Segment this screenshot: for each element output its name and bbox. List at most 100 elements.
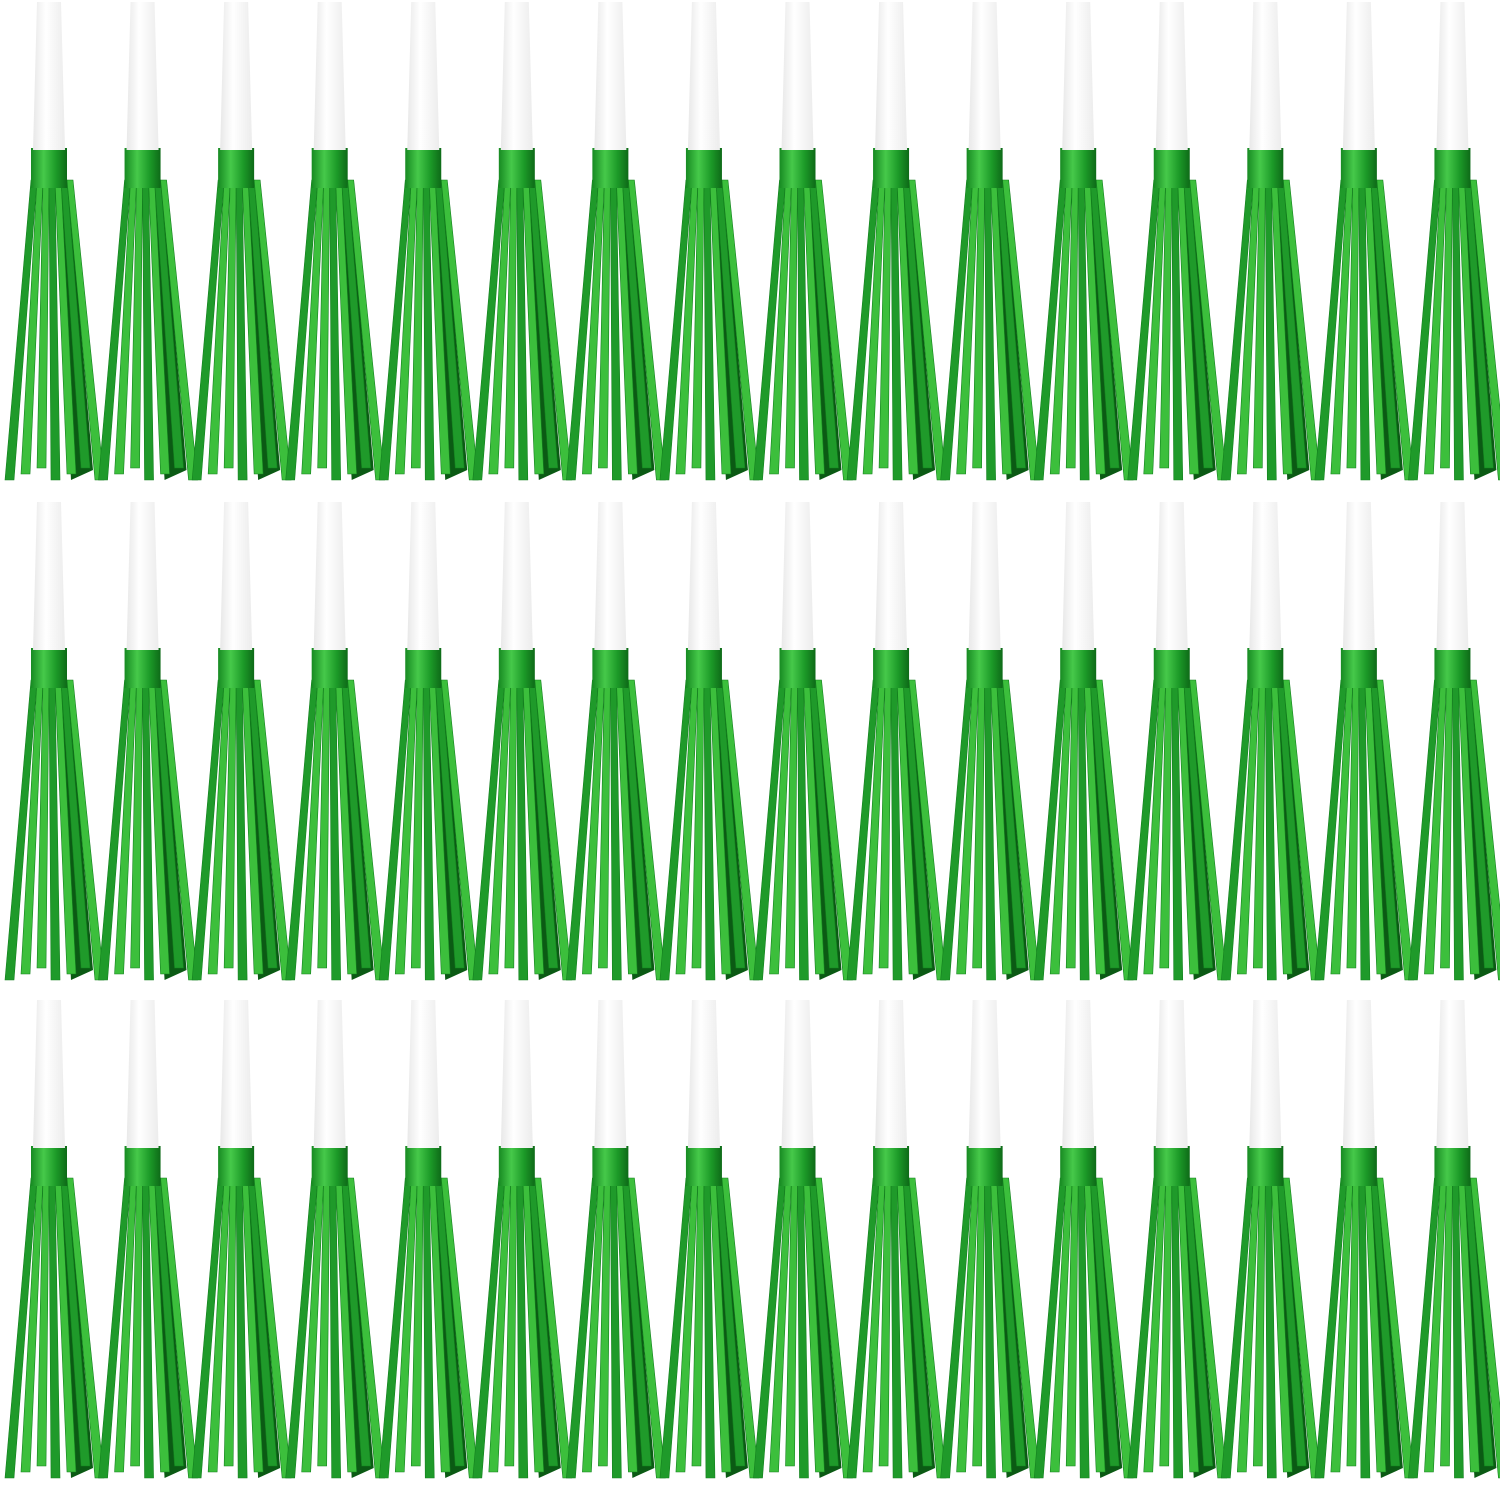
- horn-band: [311, 648, 348, 688]
- horn-band: [779, 148, 816, 188]
- mouthpiece: [1436, 2, 1469, 150]
- party-horn: [191, 502, 292, 981]
- party-horn: [472, 1000, 573, 1479]
- party-horn: [1314, 2, 1415, 481]
- mouthpiece: [1155, 1000, 1188, 1148]
- party-horn: [472, 502, 573, 981]
- mouthpiece: [500, 2, 533, 150]
- party-horn: [1127, 502, 1228, 981]
- mouthpiece: [33, 2, 65, 150]
- horn-band: [311, 1146, 348, 1186]
- horn-band: [1340, 1146, 1377, 1186]
- party-horn: [1220, 502, 1321, 981]
- party-horn: [753, 502, 853, 981]
- mouthpiece: [687, 2, 720, 150]
- party-horn: [378, 1000, 479, 1479]
- mouthpiece: [968, 1000, 1001, 1148]
- horn-band: [124, 148, 161, 188]
- horn-band: [218, 148, 255, 188]
- mouthpiece: [781, 502, 814, 650]
- horn-band: [1247, 148, 1284, 188]
- mouthpiece: [126, 2, 159, 150]
- mouthpiece: [407, 502, 440, 650]
- horn-band: [779, 1146, 816, 1186]
- horn-band: [405, 648, 442, 688]
- mouthpiece: [1062, 502, 1095, 650]
- horn-band: [1153, 148, 1190, 188]
- horn-band: [498, 1146, 535, 1186]
- mouthpiece: [781, 2, 814, 150]
- party-horn: [1033, 1000, 1134, 1479]
- party-horn: [378, 2, 479, 481]
- horn-band: [685, 148, 722, 188]
- mouthpiece: [1436, 502, 1469, 650]
- party-horn: [1220, 1000, 1321, 1479]
- horn-band: [1434, 1146, 1471, 1186]
- mouthpiece: [594, 2, 627, 150]
- party-horn: [846, 502, 947, 981]
- mouthpiece: [1342, 502, 1375, 650]
- mouthpiece: [1062, 2, 1095, 150]
- mouthpiece: [1249, 2, 1282, 150]
- horn-band: [873, 1146, 910, 1186]
- horn-band: [1153, 1146, 1190, 1186]
- horn-band: [779, 648, 816, 688]
- mouthpiece: [687, 502, 720, 650]
- mouthpiece: [968, 2, 1001, 150]
- mouthpiece: [1062, 1000, 1095, 1148]
- party-horn: [1408, 2, 1500, 481]
- horn-band: [405, 1146, 442, 1186]
- mouthpiece: [875, 2, 908, 150]
- horn-band: [1434, 148, 1471, 188]
- horn-band: [31, 648, 67, 688]
- horn-band: [966, 1146, 1003, 1186]
- mouthpiece: [33, 1000, 65, 1148]
- party-horn: [940, 502, 1040, 981]
- horn-band: [405, 148, 442, 188]
- mouthpiece: [407, 2, 440, 150]
- party-horn: [1408, 502, 1500, 981]
- party-horn: [846, 1000, 947, 1479]
- mouthpiece: [126, 1000, 159, 1148]
- mouthpiece: [220, 2, 253, 150]
- mouthpiece: [500, 1000, 533, 1148]
- party-horn: [566, 2, 666, 481]
- party-horn: [1033, 502, 1134, 981]
- horn-band: [1153, 648, 1190, 688]
- horn-band: [873, 148, 910, 188]
- mouthpiece: [1155, 2, 1188, 150]
- horn-band: [966, 648, 1003, 688]
- horn-band: [592, 1146, 629, 1186]
- party-horn: [566, 1000, 666, 1479]
- horn-band: [1060, 648, 1097, 688]
- mouthpiece: [875, 502, 908, 650]
- party-horn: [4, 1000, 105, 1479]
- mouthpiece: [875, 1000, 908, 1148]
- fringe-strip: [1470, 179, 1500, 481]
- party-horn: [1033, 2, 1134, 481]
- party-horn: [191, 1000, 292, 1479]
- mouthpiece: [594, 502, 627, 650]
- party-horn: [378, 502, 479, 981]
- horn-band: [218, 1146, 255, 1186]
- horn-band: [1340, 148, 1377, 188]
- horn-grid: [4, 2, 1500, 1479]
- horn-band: [31, 148, 67, 188]
- fringe-strip: [1470, 679, 1500, 981]
- party-horn: [659, 502, 760, 981]
- horn-band: [124, 1146, 161, 1186]
- party-horn: [753, 2, 853, 481]
- horn-band: [873, 648, 910, 688]
- horn-band: [685, 1146, 722, 1186]
- mouthpiece: [968, 502, 1001, 650]
- party-horn: [1408, 1000, 1500, 1479]
- mouthpiece: [687, 1000, 720, 1148]
- party-horn: [4, 502, 105, 981]
- party-horn: [940, 1000, 1040, 1479]
- mouthpiece: [313, 2, 346, 150]
- mouthpiece: [313, 502, 346, 650]
- horn-band: [218, 648, 255, 688]
- party-horn: [753, 1000, 853, 1479]
- horn-band: [498, 648, 535, 688]
